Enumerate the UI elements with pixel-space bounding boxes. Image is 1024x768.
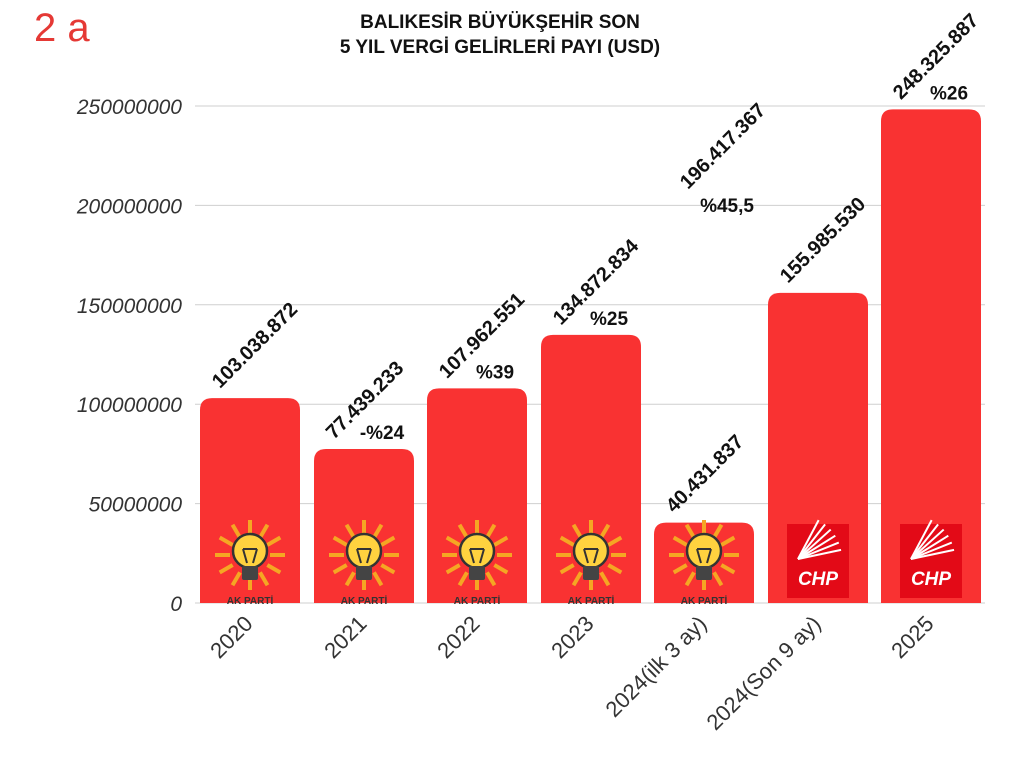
chp-logo-icon: CHP	[787, 520, 849, 598]
party-label: AK PARTİ	[681, 594, 728, 607]
value-label-0: 103.038.872	[208, 298, 302, 392]
annotation-change-label: %45,5	[700, 196, 754, 217]
y-tick-label-3: 150000000	[77, 295, 182, 318]
value-label-5: 155.985.530	[776, 193, 870, 287]
bar-group-0: AK PARTİ 103.038.872 2020	[200, 298, 302, 663]
party-label: AK PARTİ	[454, 594, 501, 607]
category-label-2: 2022	[432, 611, 484, 663]
party-label: CHP	[798, 569, 838, 590]
change-label-3: %25	[590, 309, 628, 330]
chp-logo-icon: CHP	[900, 520, 962, 598]
category-label-6: 2025	[886, 611, 938, 663]
category-label-5: 2024(Son 9 ay)	[701, 611, 825, 735]
party-label: AK PARTİ	[568, 594, 615, 607]
change-label-6: %26	[930, 83, 968, 104]
y-tick-label-5: 250000000	[76, 96, 182, 119]
value-label-4: 40.431.837	[662, 431, 748, 517]
y-tick-label-2: 100000000	[77, 394, 182, 417]
category-label-4: 2024(ilk 3 ay)	[600, 611, 711, 722]
category-label-1: 2021	[319, 611, 371, 663]
party-label: AK PARTİ	[227, 594, 274, 607]
party-label: CHP	[911, 569, 951, 590]
y-tick-label-4: 200000000	[76, 195, 182, 218]
category-label-0: 2020	[205, 611, 257, 663]
y-tick-label-0: 0	[170, 593, 182, 616]
change-label-2: %39	[476, 362, 514, 383]
party-label: AK PARTİ	[341, 594, 388, 607]
y-tick-label-1: 50000000	[89, 494, 183, 517]
category-label-3: 2023	[546, 611, 598, 663]
change-label-1: -%24	[360, 423, 405, 444]
annotation-value-label: 196.417.367	[676, 99, 770, 193]
